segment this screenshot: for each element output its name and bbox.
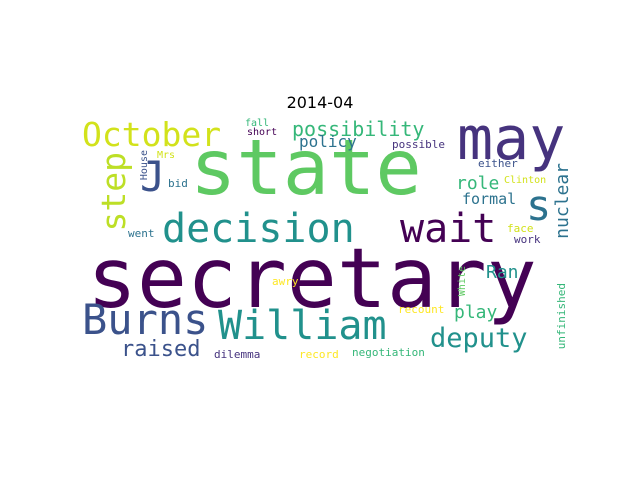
word-deputy: deputy	[430, 323, 528, 354]
word-s: s	[526, 181, 552, 230]
word-policy: policy	[299, 132, 357, 151]
word-recount: recount	[398, 303, 445, 316]
word-went: went	[128, 227, 155, 240]
word-work: work	[514, 233, 541, 246]
word-cloud: secretary state may October William decision w…	[80, 115, 580, 365]
word-face: face	[507, 222, 534, 235]
word-short: short	[247, 127, 278, 138]
word-record: record	[299, 348, 339, 361]
word-j: J	[140, 152, 166, 201]
word-october: October	[82, 115, 222, 154]
word-raised: raised	[121, 337, 201, 362]
word-house: House	[139, 150, 150, 181]
word-possibility: possibility	[292, 117, 425, 141]
word-dilemma: dilemma	[214, 348, 261, 361]
word-formal: formal	[462, 190, 517, 208]
word-white: White	[457, 266, 468, 297]
word-may: may	[457, 115, 566, 174]
word-role: role	[456, 173, 500, 194]
word-nuclear: nuclear	[552, 163, 573, 239]
word-state: state	[190, 124, 422, 213]
word-fall: fall	[245, 118, 270, 129]
word-either: either	[478, 157, 518, 170]
word-awry: awry	[272, 275, 299, 288]
word-unfinished: unfinished	[555, 283, 568, 350]
chart-title: 2014-04	[286, 93, 354, 112]
word-burns: Burns	[82, 295, 209, 344]
word-play: play	[454, 302, 498, 323]
word-decision: decision	[162, 206, 355, 252]
word-william: William	[218, 303, 387, 349]
word-negotiation: negotiation	[352, 346, 425, 359]
word-wait: wait	[400, 206, 497, 252]
word-clinton: Clinton	[504, 175, 547, 186]
word-bid: bid	[168, 177, 188, 190]
word-mrs: Mrs	[157, 150, 176, 161]
word-step: step	[94, 152, 133, 232]
word-possible: possible	[392, 138, 445, 151]
word-ran: Ran	[486, 262, 519, 283]
word-secretary: secretary	[87, 230, 537, 327]
